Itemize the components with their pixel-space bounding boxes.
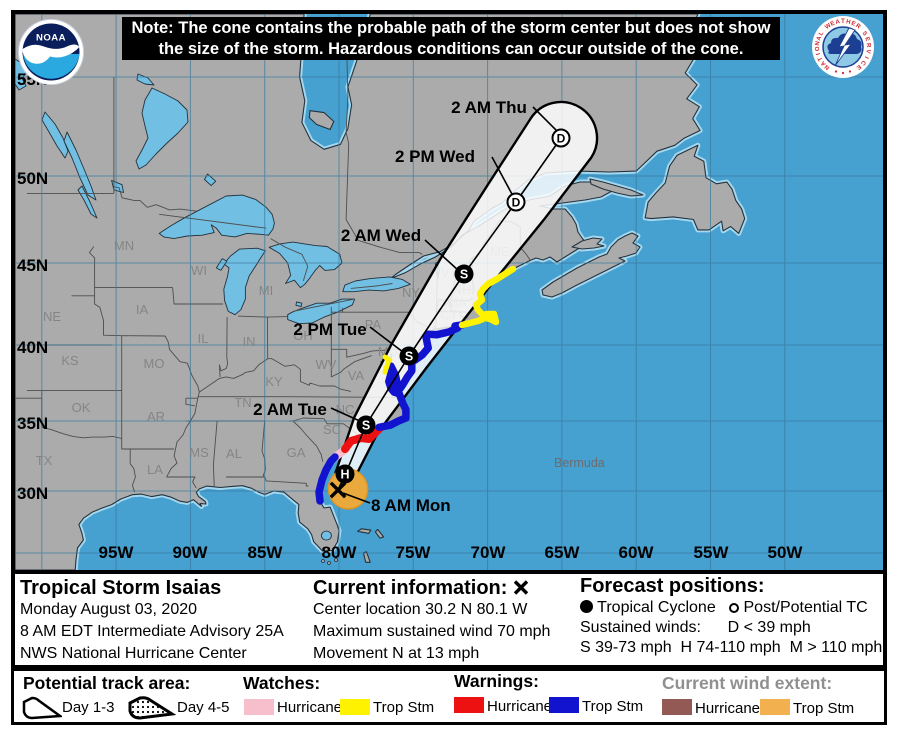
svg-text:I: I (816, 52, 822, 56)
svg-text:MS: MS (189, 445, 209, 460)
svg-text:S: S (460, 268, 468, 282)
svg-text:65W: 65W (545, 543, 581, 562)
svg-text:TX: TX (36, 453, 53, 468)
svg-text:NE: NE (43, 309, 61, 324)
svg-text:T: T (841, 19, 845, 25)
svg-text:D: D (512, 196, 521, 210)
svg-text:A: A (820, 59, 828, 67)
svg-text:OK: OK (72, 400, 91, 415)
svg-text:85W: 85W (248, 543, 284, 562)
svg-text:E: E (855, 63, 862, 70)
svg-text:AL: AL (226, 446, 242, 461)
svg-text:H: H (845, 19, 850, 26)
svg-text:NY: NY (402, 285, 420, 300)
svg-text:W: W (824, 22, 832, 30)
svg-text:50N: 50N (17, 169, 48, 188)
svg-text:E: E (830, 21, 836, 28)
svg-text:90W: 90W (173, 543, 209, 562)
svg-text:Bermuda: Bermuda (554, 456, 605, 470)
svg-text:WV: WV (316, 357, 337, 372)
svg-text:35N: 35N (17, 414, 48, 433)
svg-text:V: V (864, 49, 871, 54)
svg-text:D: D (557, 132, 566, 146)
svg-text:GA: GA (287, 445, 306, 460)
svg-text:MN: MN (114, 238, 134, 253)
svg-text:TN: TN (234, 395, 251, 410)
svg-text:C: C (859, 59, 867, 67)
svg-text:MI: MI (259, 283, 273, 298)
svg-text:SC: SC (323, 422, 341, 437)
svg-text:OH: OH (293, 328, 313, 343)
svg-text:VA: VA (348, 368, 365, 383)
svg-text:IA: IA (136, 302, 149, 317)
svg-text:AR: AR (147, 409, 165, 424)
svg-text:R: R (854, 23, 862, 31)
svg-text:75W: 75W (396, 543, 432, 562)
svg-text:S: S (405, 350, 413, 364)
svg-text:2 AM Tue: 2 AM Tue (253, 400, 327, 419)
svg-text:95W: 95W (99, 543, 135, 562)
svg-text:O: O (815, 46, 821, 51)
svg-text:KY: KY (265, 374, 283, 389)
svg-text:IN: IN (243, 334, 256, 349)
svg-text:50W: 50W (768, 543, 804, 562)
svg-text:45N: 45N (17, 256, 48, 275)
svg-text:70W: 70W (471, 543, 507, 562)
svg-text:IL: IL (198, 331, 209, 346)
svg-text:55W: 55W (694, 543, 730, 562)
svg-text:S: S (861, 30, 868, 37)
svg-text:30N: 30N (17, 484, 48, 503)
svg-text:LA: LA (147, 462, 163, 477)
svg-text:I: I (863, 55, 869, 59)
svg-text:T: T (817, 55, 824, 61)
svg-text:S: S (362, 419, 370, 433)
svg-text:R: R (865, 43, 871, 48)
svg-text:40N: 40N (17, 338, 48, 357)
svg-text:WI: WI (191, 263, 207, 278)
svg-text:80W: 80W (322, 543, 358, 562)
svg-text:8 AM Mon: 8 AM Mon (371, 496, 451, 515)
svg-text:NC: NC (336, 402, 355, 417)
svg-text:E: E (863, 36, 870, 42)
svg-text:2 AM Wed: 2 AM Wed (341, 226, 421, 245)
svg-text:N: N (824, 63, 831, 70)
svg-text:L: L (818, 30, 825, 37)
svg-text:A: A (835, 19, 841, 26)
svg-text:2 PM Wed: 2 PM Wed (395, 147, 475, 166)
svg-text:2 AM Thu: 2 AM Thu (451, 98, 527, 117)
svg-text:MO: MO (144, 356, 165, 371)
svg-text:A: A (816, 35, 823, 42)
svg-text:E: E (850, 21, 856, 28)
svg-text:H: H (340, 468, 349, 482)
svg-text:2 PM Tue: 2 PM Tue (293, 320, 366, 339)
svg-text:KS: KS (61, 353, 79, 368)
svg-text:60W: 60W (619, 543, 655, 562)
svg-text:PA: PA (365, 317, 382, 332)
svg-text:NOAA: NOAA (36, 33, 66, 44)
svg-text:N: N (815, 41, 822, 46)
